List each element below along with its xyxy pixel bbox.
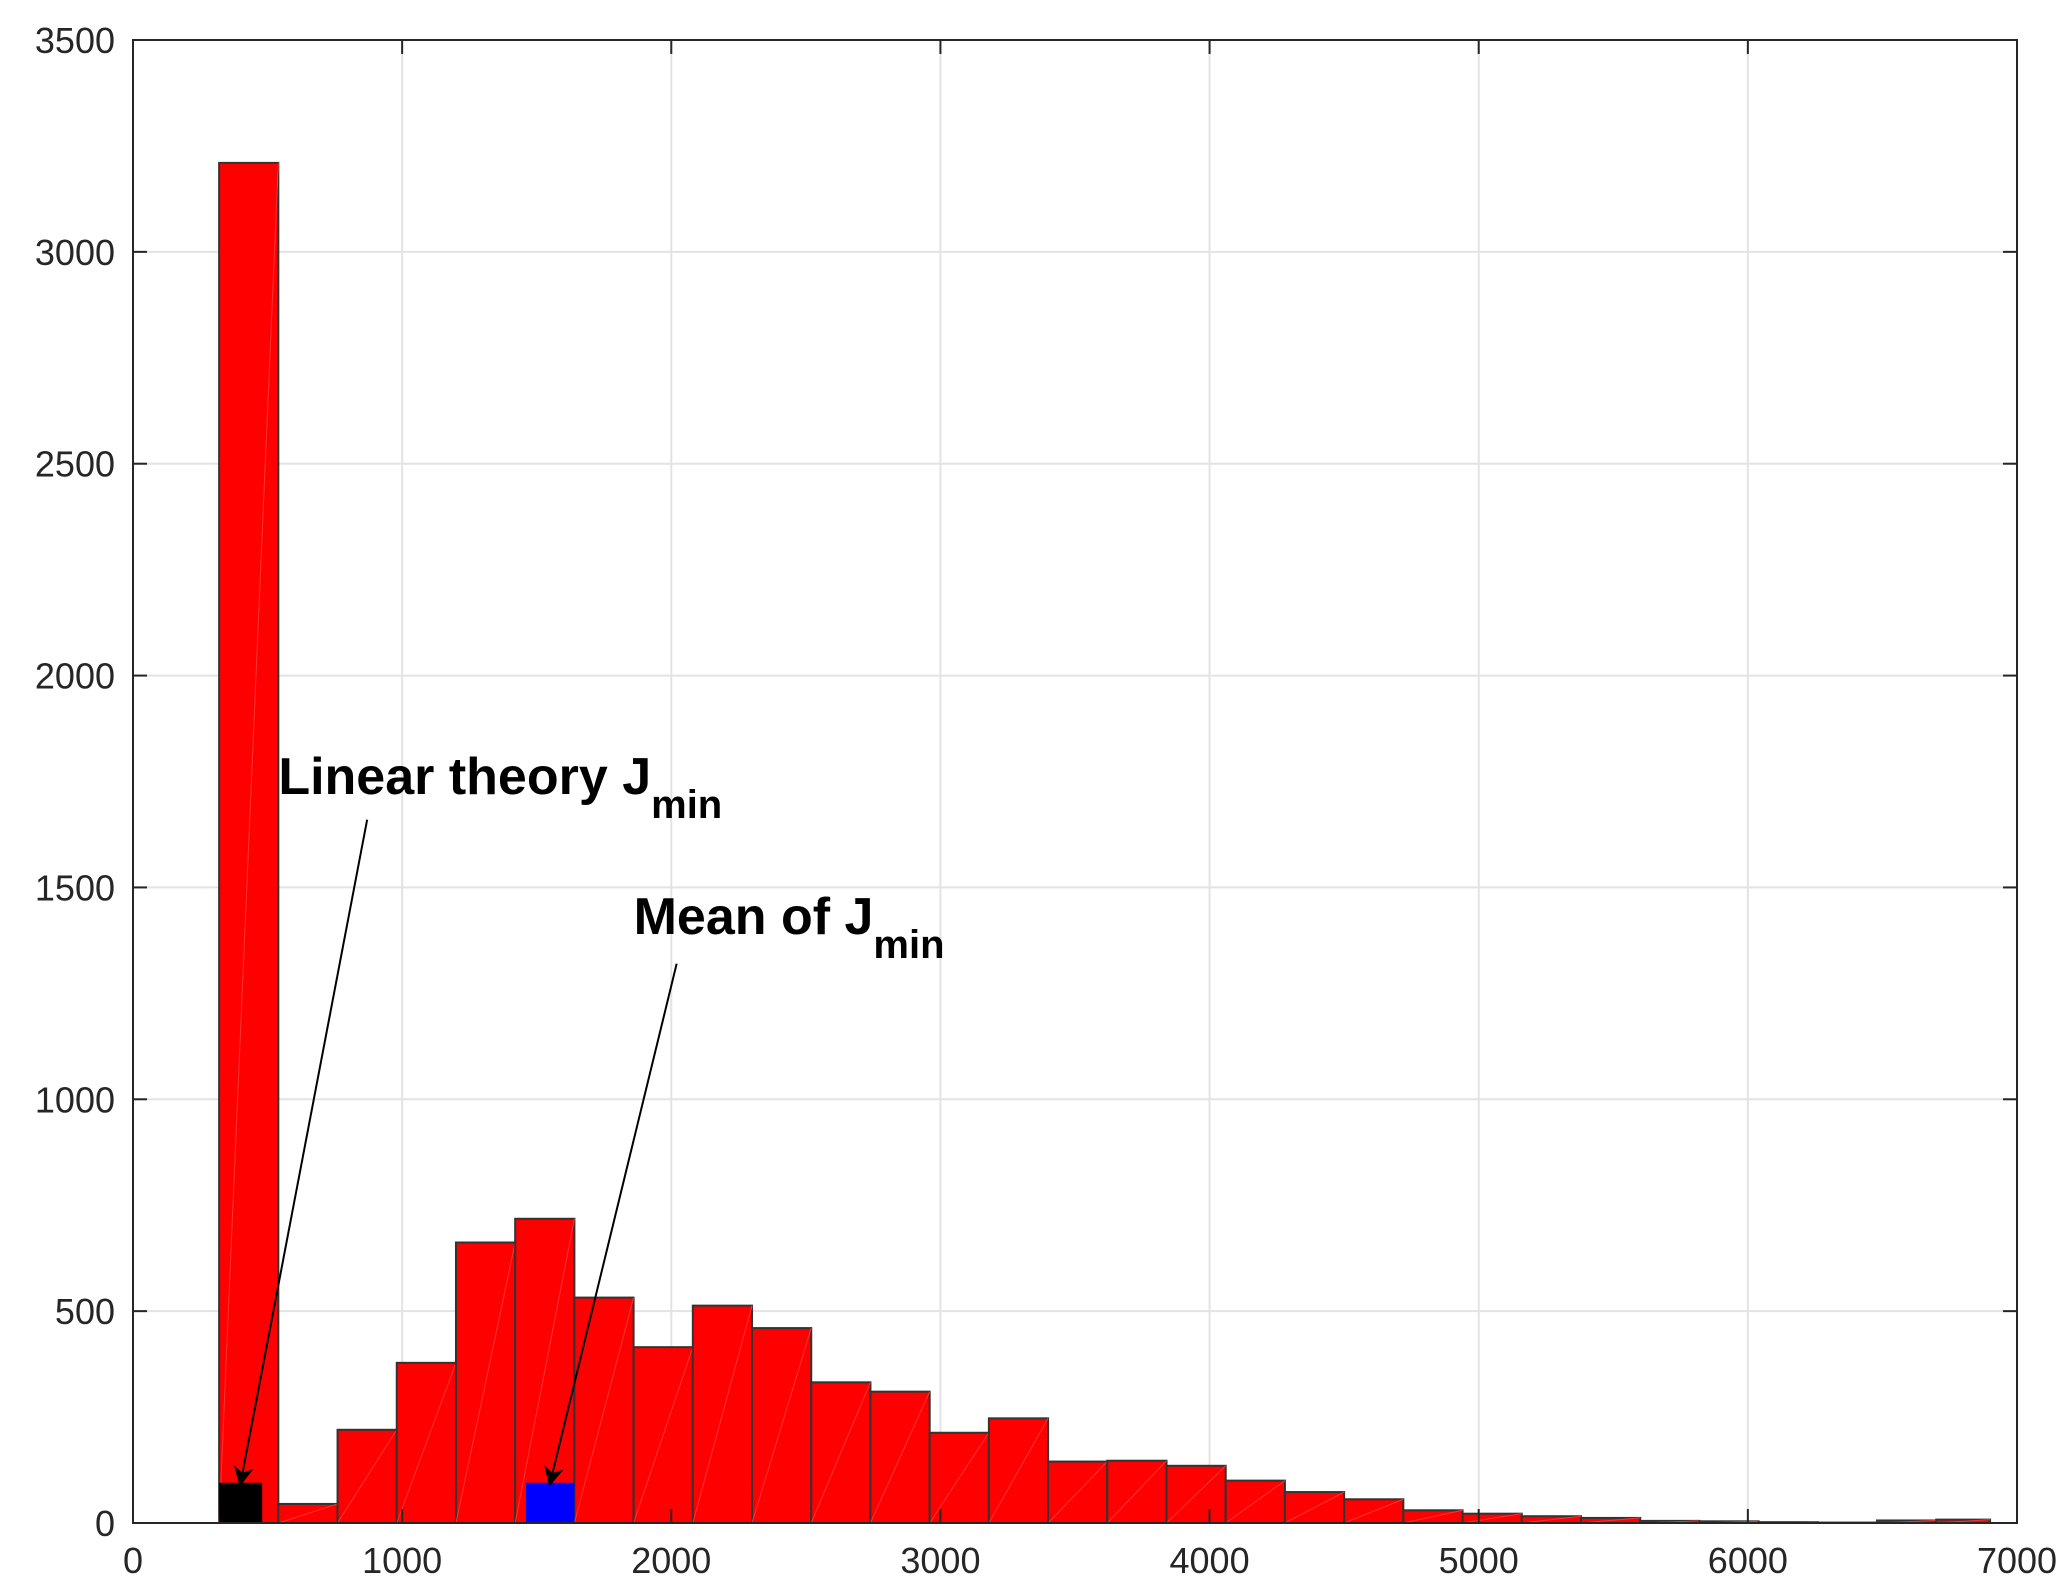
axes-background [133, 40, 2017, 1523]
axis-ticks [132, 39, 2018, 1524]
annotation-subscript: min [651, 783, 722, 827]
x-tick-label: 7000 [1977, 1540, 2057, 1581]
mean-marker-bar [525, 1482, 575, 1523]
bar-diagonal [278, 1503, 338, 1524]
bar-diagonal [455, 1242, 516, 1524]
annotation-label: Linear theory Jmin [278, 748, 722, 827]
bar-diagonal [1225, 1480, 1286, 1524]
annotation-main-text: Mean of J [634, 888, 874, 946]
bar-diagonal [988, 1418, 1049, 1524]
marker-bars [219, 1482, 575, 1523]
y-tick-label: 1000 [35, 1079, 115, 1120]
y-tick-label: 500 [55, 1291, 115, 1332]
bar-diagonal [573, 1297, 635, 1524]
annotation-arrow [544, 963, 678, 1487]
bar-diagonal [1284, 1491, 1345, 1524]
bar-diagonal [1343, 1498, 1404, 1524]
bar-diagonal [810, 1382, 871, 1524]
y-tick-label: 0 [95, 1503, 115, 1544]
bar-diagonal [218, 162, 279, 1524]
annotation-main-text: Linear theory J [278, 748, 651, 806]
bar-diagonal [396, 1362, 457, 1524]
bar-diagonal [1462, 1513, 1522, 1524]
bar-diagonal [514, 1218, 575, 1524]
y-tick-label: 1500 [35, 867, 115, 908]
y-tick-label: 2500 [35, 444, 115, 485]
x-tick-label: 6000 [1708, 1540, 1788, 1581]
bar-diagonal [869, 1391, 931, 1524]
bar-diagonal [1047, 1461, 1108, 1524]
x-tick-label: 0 [123, 1540, 143, 1581]
y-tick-label: 3500 [35, 20, 115, 61]
x-axis-tick-labels: 0 1000 2000 3000 4000 5000 6000 7000 [123, 1540, 2057, 1581]
bar-diagonal [1106, 1460, 1167, 1524]
plot-area [132, 39, 2018, 1525]
annotation-arrow [233, 819, 369, 1487]
bar-diagonal [692, 1305, 753, 1524]
x-tick-label: 2000 [631, 1540, 711, 1581]
y-axis-tick-labels: 0 500 1000 1500 2000 2500 3000 3500 [35, 20, 115, 1544]
annotation-label: Mean of Jmin [634, 888, 945, 967]
y-tick-label: 2000 [35, 656, 115, 697]
x-tick-label: 1000 [362, 1540, 442, 1581]
annotation-subscript: min [873, 923, 944, 967]
bar-diagonal [1521, 1515, 1582, 1524]
x-tick-label: 3000 [900, 1540, 980, 1581]
axes-frame [132, 39, 2018, 1524]
bar-diagonal [1166, 1465, 1227, 1524]
x-tick-label: 5000 [1439, 1540, 1519, 1581]
bar-diagonal [1403, 1509, 1463, 1524]
bar-diagonal [633, 1346, 694, 1524]
bar-diagonal [337, 1429, 398, 1524]
x-tick-label: 4000 [1170, 1540, 1250, 1581]
bar-diagonal [929, 1432, 990, 1524]
y-tick-label: 3000 [35, 232, 115, 273]
histogram-bars [218, 161, 1992, 1525]
linear-theory-marker-bar [219, 1482, 263, 1523]
bar-diagonal [751, 1327, 812, 1524]
